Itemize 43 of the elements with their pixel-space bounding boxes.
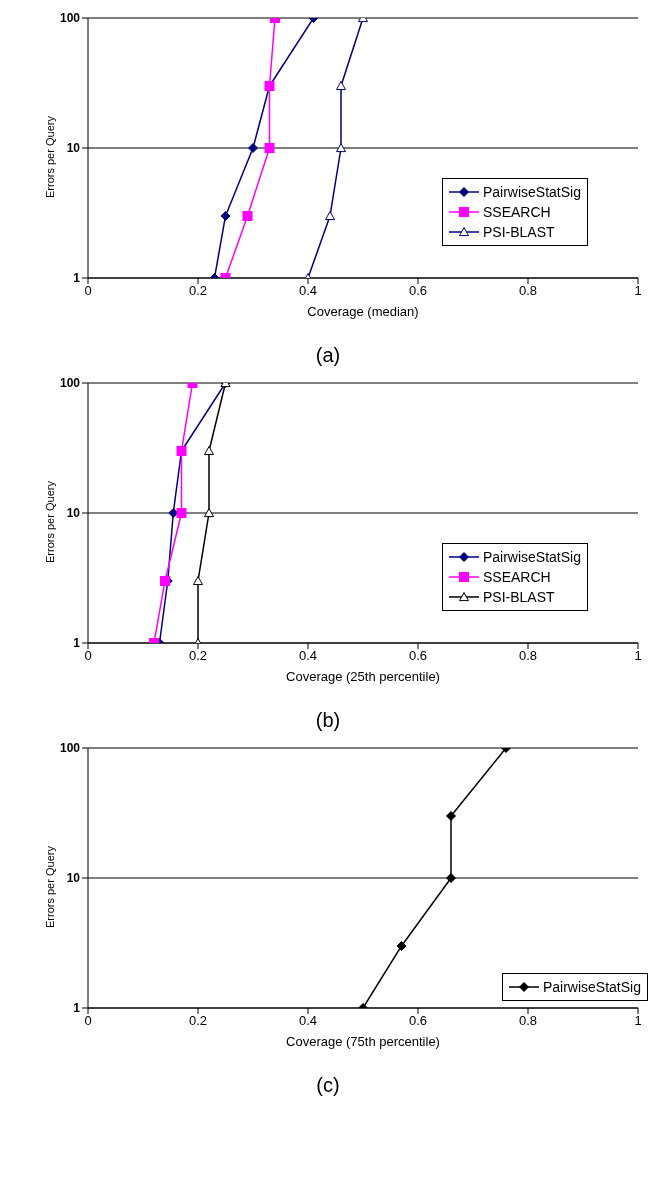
x-tick-label: 0.6 <box>408 1013 428 1029</box>
legend-label: PairwiseStatSig <box>542 978 641 997</box>
x-tick-label: 0 <box>84 283 92 299</box>
y-tick-label: 100 <box>59 741 81 756</box>
y-tick-label: 10 <box>66 141 81 156</box>
x-tick-label: 1 <box>634 648 642 664</box>
x-tick-label: 0.8 <box>518 283 538 299</box>
x-tick-label: 1 <box>634 283 642 299</box>
x-axis-title: Coverage (median) <box>307 304 419 319</box>
x-tick-label: 0.2 <box>188 648 208 664</box>
x-tick-label: 0.8 <box>518 648 538 664</box>
y-tick-label: 1 <box>73 1001 81 1016</box>
text: (c) <box>315 1074 341 1097</box>
x-tick-label: 0.8 <box>518 1013 538 1029</box>
x-axis-title: Coverage (75th percentile) <box>286 1034 440 1049</box>
y-axis-title: Errors per Query <box>43 845 56 928</box>
x-tick-label: 0.6 <box>408 648 428 664</box>
legend-label: PairwiseStatSig <box>482 183 581 202</box>
x-tick-label: 0.4 <box>298 283 318 299</box>
text: (b) <box>314 709 342 732</box>
x-tick-label: 0.2 <box>188 283 208 299</box>
x-tick-label: 0.4 <box>298 648 318 664</box>
legend-label: SSEARCH <box>482 568 551 587</box>
x-tick-label: 0 <box>84 648 92 664</box>
legend-label: SSEARCH <box>482 203 551 222</box>
y-tick-label: 1 <box>73 271 81 286</box>
text: (a) <box>314 344 342 367</box>
y-axis-title: Errors per Query <box>43 115 56 198</box>
x-axis-title: Coverage (25th percentile) <box>286 669 440 684</box>
x-tick-label: 0.2 <box>188 1013 208 1029</box>
y-tick-label: 10 <box>66 871 81 886</box>
y-tick-label: 100 <box>59 376 81 391</box>
legend-label: PSI-BLAST <box>482 588 555 607</box>
x-tick-label: 0 <box>84 1013 92 1029</box>
y-tick-label: 10 <box>66 506 81 521</box>
y-tick-label: 1 <box>73 636 81 651</box>
y-axis-title: Errors per Query <box>43 480 56 563</box>
legend-label: PSI-BLAST <box>482 223 555 242</box>
x-tick-label: 0.4 <box>298 1013 318 1029</box>
y-tick-label: 100 <box>59 11 81 26</box>
x-tick-label: 0.6 <box>408 283 428 299</box>
x-tick-label: 1 <box>634 1013 642 1029</box>
legend-label: PairwiseStatSig <box>482 548 581 567</box>
